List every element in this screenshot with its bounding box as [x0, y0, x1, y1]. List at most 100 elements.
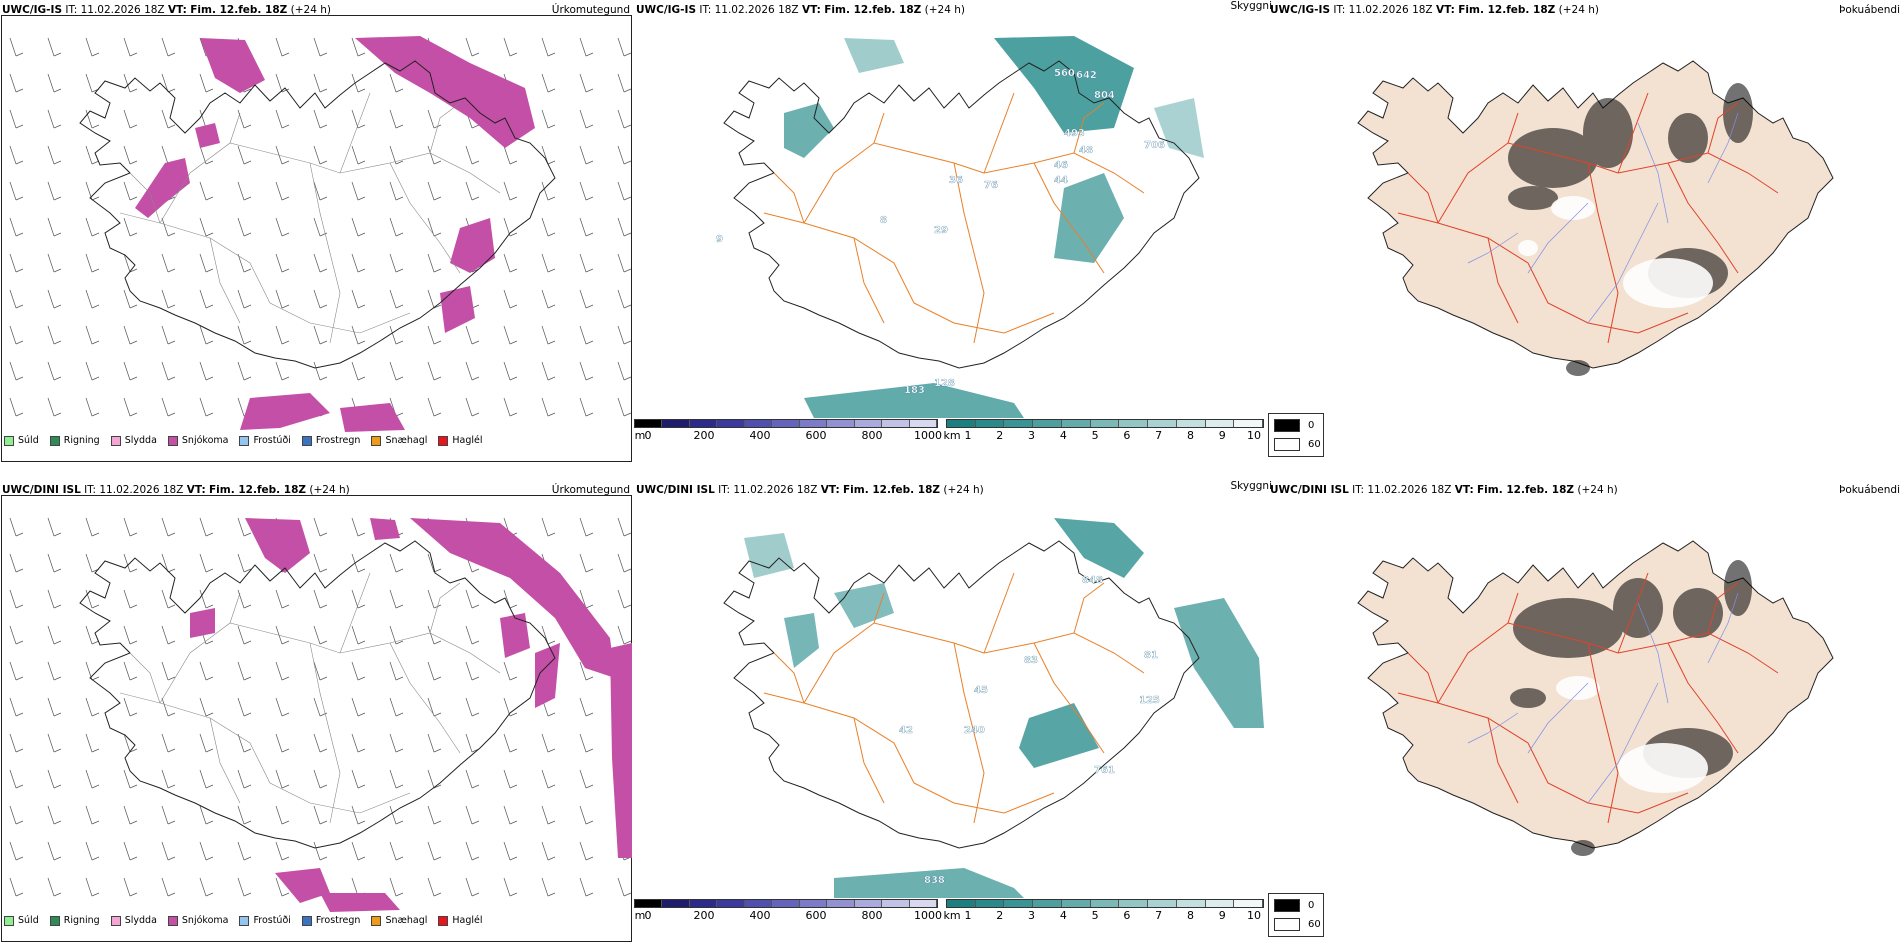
- wind-barb: [237, 661, 252, 681]
- low-visibility-area: [834, 583, 894, 628]
- wind-barb: [351, 73, 366, 93]
- wind-barb: [47, 769, 62, 789]
- visibility-label: 183: [904, 385, 925, 396]
- wind-barb: [503, 661, 518, 681]
- wind-barb: [9, 325, 24, 345]
- wind-barb: [465, 181, 480, 201]
- snow-area: [240, 393, 330, 430]
- it-label: IT:: [65, 4, 78, 16]
- wind-barb: [237, 589, 252, 609]
- iceland-coastline: [79, 60, 556, 369]
- wind-barb: [351, 109, 366, 129]
- road-segment: [803, 622, 1145, 704]
- wind-barb: [47, 361, 62, 381]
- wind-barb: [465, 877, 480, 897]
- fog-index-panel-1: UWC/IG-IS IT: 11.02.2026 18Z VT: Fim. 12…: [1268, 0, 1900, 470]
- wind-barb: [351, 553, 366, 573]
- wind-barb: [161, 217, 176, 237]
- colorbar-tick: 6: [1123, 909, 1131, 922]
- legend-swatch: [301, 915, 312, 926]
- road-segment: [1667, 162, 1739, 274]
- colorbar-swatch: [689, 420, 718, 427]
- visibility-panel-2: UWC/DINI ISL IT: 11.02.2026 18Z VT: Fim.…: [634, 480, 1272, 950]
- wind-barb: [617, 877, 632, 897]
- wind-barb: [579, 517, 594, 537]
- wind-barb: [9, 769, 24, 789]
- wind-barb: [351, 769, 366, 789]
- wind-barb: [389, 553, 404, 573]
- wind-barb: [275, 841, 290, 861]
- wind-barb: [275, 697, 290, 717]
- colorbar-tick: 6: [1123, 429, 1131, 442]
- wind-barb: [503, 697, 518, 717]
- snow-area: [135, 158, 190, 218]
- wind-barb: [161, 109, 176, 129]
- panel-header: UWC/IG-IS IT: 11.02.2026 18Z VT: Fim. 12…: [636, 4, 965, 16]
- wind-barb: [465, 697, 480, 717]
- fog-index-legend: 0 60: [1268, 413, 1324, 457]
- wind-barb: [47, 397, 62, 417]
- wind-barb: [351, 841, 366, 861]
- wind-barb: [161, 37, 176, 57]
- wind-barb: [427, 877, 442, 897]
- wind-barb: [237, 877, 252, 897]
- wind-barb: [161, 289, 176, 309]
- colorbar-tick: 1: [964, 429, 972, 442]
- wind-barb: [9, 553, 24, 573]
- wind-barb: [161, 361, 176, 381]
- road-segment: [119, 212, 411, 334]
- precip-map: [9, 517, 632, 912]
- wind-barb: [313, 289, 328, 309]
- wind-barb: [389, 73, 404, 93]
- wind-barb: [237, 253, 252, 273]
- wind-barb: [275, 661, 290, 681]
- wind-barb: [199, 361, 214, 381]
- wind-barb: [351, 361, 366, 381]
- wind-barb: [351, 37, 366, 57]
- fog-white-areas: [1518, 196, 1713, 308]
- wind-barb: [351, 181, 366, 201]
- model-name: UWC/DINI ISL: [636, 484, 715, 496]
- precip-map: [9, 36, 632, 432]
- wind-barb: [351, 517, 366, 537]
- colorbar-swatch: [635, 420, 663, 427]
- fog-index-map: [1357, 60, 1834, 376]
- legend-item: 60: [1274, 918, 1321, 931]
- it-label: IT:: [699, 4, 712, 16]
- visibility-colorbar-km: km 1 2 3 4 5 6 7 8 9 10: [943, 419, 1264, 449]
- legend-item: 0: [1274, 899, 1314, 912]
- wind-barb: [85, 805, 100, 825]
- wind-barb: [123, 517, 138, 537]
- wind-barb: [275, 769, 290, 789]
- road-segment: [1487, 717, 1519, 804]
- road-segment: [1707, 582, 1739, 634]
- legend-item: Haglél: [438, 915, 483, 926]
- precip-type-panel-2: UWC/DINI ISL IT: 11.02.2026 18Z VT: Fim.…: [0, 480, 634, 950]
- road-segment: [983, 92, 1015, 174]
- wind-barb: [275, 73, 290, 93]
- legend-label: Haglél: [452, 915, 483, 926]
- colorbar-swatches: [634, 899, 938, 908]
- colorbar-tick: 1000: [914, 429, 942, 442]
- legend-item: 60: [1274, 438, 1321, 451]
- wind-barb: [123, 589, 138, 609]
- wind-barb: [47, 145, 62, 165]
- wind-barb: [465, 769, 480, 789]
- wind-barb: [161, 697, 176, 717]
- wind-barb: [541, 841, 556, 861]
- wind-barb: [9, 397, 24, 417]
- wind-barb: [389, 289, 404, 309]
- wind-barb: [579, 841, 594, 861]
- wind-barb: [313, 109, 328, 129]
- legend-item: Slydda: [110, 435, 157, 446]
- wind-barb: [47, 181, 62, 201]
- wind-barb: [237, 145, 252, 165]
- it-value: 11.02.2026 18Z: [99, 484, 184, 496]
- wind-barb: [427, 661, 442, 681]
- wind-barb: [123, 877, 138, 897]
- vt-label: VT:: [820, 484, 840, 496]
- colorbar-swatch: [744, 900, 773, 907]
- wind-barb: [161, 661, 176, 681]
- colorbar-tick: 600: [805, 429, 827, 442]
- wind-barb: [237, 841, 252, 861]
